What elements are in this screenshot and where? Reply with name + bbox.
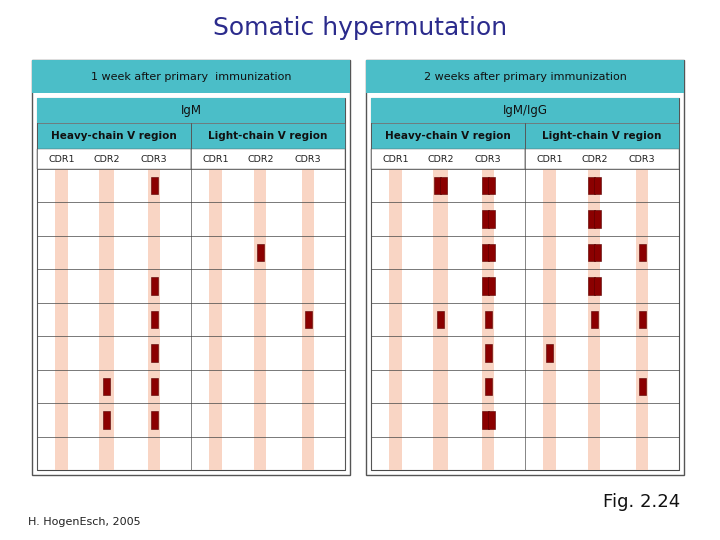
Text: Light-chain V region: Light-chain V region [542, 131, 662, 141]
Bar [433, 169, 448, 470]
Bar [485, 377, 492, 395]
Bar [594, 211, 600, 228]
Bar [150, 311, 158, 328]
Bar [440, 177, 447, 194]
Bar [594, 278, 600, 295]
Text: H. HogenEsch, 2005: H. HogenEsch, 2005 [28, 517, 140, 527]
Bar [37, 98, 345, 123]
Bar [371, 98, 679, 470]
Bar [150, 377, 158, 395]
Bar [191, 149, 345, 169]
Bar [482, 278, 489, 295]
Bar [639, 377, 646, 395]
Bar [482, 411, 489, 429]
Text: CDR1: CDR1 [202, 154, 229, 164]
Bar [594, 177, 600, 194]
Bar [371, 149, 525, 169]
Bar [37, 98, 345, 470]
Text: IgM: IgM [181, 104, 202, 117]
Bar [487, 278, 495, 295]
Bar [636, 169, 648, 470]
Bar [305, 311, 312, 328]
Bar [302, 169, 314, 470]
Bar [99, 169, 114, 470]
Bar [32, 60, 350, 475]
Text: CDR3: CDR3 [629, 154, 655, 164]
Bar [254, 169, 266, 470]
Bar [371, 123, 525, 149]
Bar [150, 344, 158, 362]
Bar [210, 169, 222, 470]
Bar [433, 177, 441, 194]
Bar [588, 169, 600, 470]
Text: CDR1: CDR1 [536, 154, 563, 164]
Bar [588, 244, 595, 261]
Bar [639, 244, 646, 261]
Text: CDR2: CDR2 [581, 154, 608, 164]
Bar [487, 244, 495, 261]
Bar [588, 278, 595, 295]
Text: CDR2: CDR2 [93, 154, 120, 164]
Bar [371, 98, 679, 123]
Bar [150, 411, 158, 429]
Text: Fig. 2.24: Fig. 2.24 [603, 493, 680, 511]
Bar [525, 149, 679, 169]
Bar [482, 177, 489, 194]
Text: IgM/IgG: IgM/IgG [503, 104, 547, 117]
Text: 1 week after primary  immunization: 1 week after primary immunization [91, 71, 292, 82]
Bar [591, 311, 598, 328]
Text: CDR1: CDR1 [48, 154, 75, 164]
Bar [639, 311, 646, 328]
Bar [485, 344, 492, 362]
Bar [544, 169, 556, 470]
Bar [546, 344, 553, 362]
Bar [366, 60, 684, 475]
Bar [588, 211, 595, 228]
Text: CDR2: CDR2 [427, 154, 454, 164]
Text: CDR3: CDR3 [140, 154, 167, 164]
Bar [482, 211, 489, 228]
Bar [482, 244, 489, 261]
Text: 2 weeks after primary immunization: 2 weeks after primary immunization [423, 71, 626, 82]
Text: Somatic hypermutation: Somatic hypermutation [213, 16, 507, 40]
Bar [55, 169, 68, 470]
Bar [487, 411, 495, 429]
Bar [103, 377, 109, 395]
Text: CDR1: CDR1 [382, 154, 409, 164]
Bar [487, 211, 495, 228]
Bar [32, 60, 350, 93]
Text: Light-chain V region: Light-chain V region [208, 131, 328, 141]
Bar [150, 177, 158, 194]
Bar [485, 311, 492, 328]
Bar [437, 311, 444, 328]
Text: CDR2: CDR2 [247, 154, 274, 164]
Bar [366, 60, 684, 93]
Bar [487, 177, 495, 194]
Bar [482, 169, 494, 470]
Bar [37, 123, 191, 149]
Text: CDR3: CDR3 [294, 154, 321, 164]
Bar [191, 123, 345, 149]
Bar [390, 169, 402, 470]
Bar [103, 411, 109, 429]
Bar [37, 149, 191, 169]
Bar [594, 244, 600, 261]
Text: Heavy-chain V region: Heavy-chain V region [51, 131, 177, 141]
Text: CDR3: CDR3 [474, 154, 501, 164]
Bar [588, 177, 595, 194]
Bar [150, 278, 158, 295]
Bar [525, 123, 679, 149]
Bar [148, 169, 161, 470]
Text: Heavy-chain V region: Heavy-chain V region [385, 131, 511, 141]
Bar [257, 244, 264, 261]
